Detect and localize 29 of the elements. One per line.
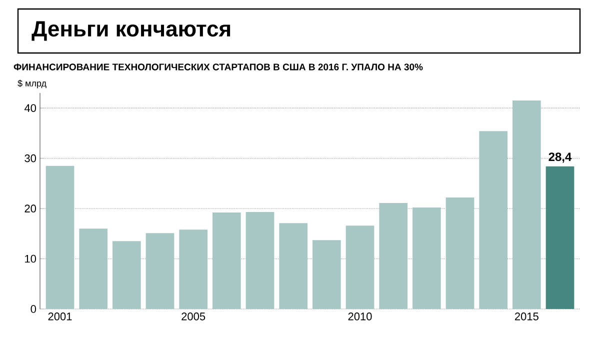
bar — [379, 203, 408, 309]
bar — [79, 228, 108, 309]
bar — [112, 241, 141, 309]
bar — [512, 100, 541, 309]
data-label: 28,4 — [548, 152, 572, 163]
chart-subtitle: ФИНАНСИРОВАНИЕ ТЕХНОЛОГИЧЕСКИХ СТАРТАПОВ В США В 2016 Г. УПАЛО НА 30% — [14, 64, 423, 70]
y-tick-label: 30 — [24, 154, 36, 162]
chart-title: Деньги кончаются — [32, 21, 230, 41]
bar — [446, 197, 474, 309]
bar — [146, 233, 174, 309]
y-axis-title: $ млрд — [18, 80, 46, 88]
bar — [179, 230, 208, 309]
x-tick-label: 2001 — [48, 312, 72, 320]
y-tick-label: 20 — [24, 204, 36, 212]
bar — [212, 212, 241, 309]
bar — [479, 131, 508, 309]
y-tick-label: 40 — [24, 104, 36, 112]
bar — [412, 208, 441, 309]
x-tick-label: 2010 — [348, 312, 372, 320]
bar — [46, 166, 74, 309]
x-tick-label: 2005 — [182, 312, 206, 320]
y-tick-label: 10 — [25, 254, 36, 263]
bar — [346, 226, 374, 309]
bar — [279, 223, 308, 309]
y-tick-label: 0 — [30, 305, 36, 313]
bar — [546, 166, 574, 309]
bar — [246, 212, 274, 309]
bar — [312, 240, 341, 309]
x-tick-label: 2015 — [514, 312, 538, 320]
